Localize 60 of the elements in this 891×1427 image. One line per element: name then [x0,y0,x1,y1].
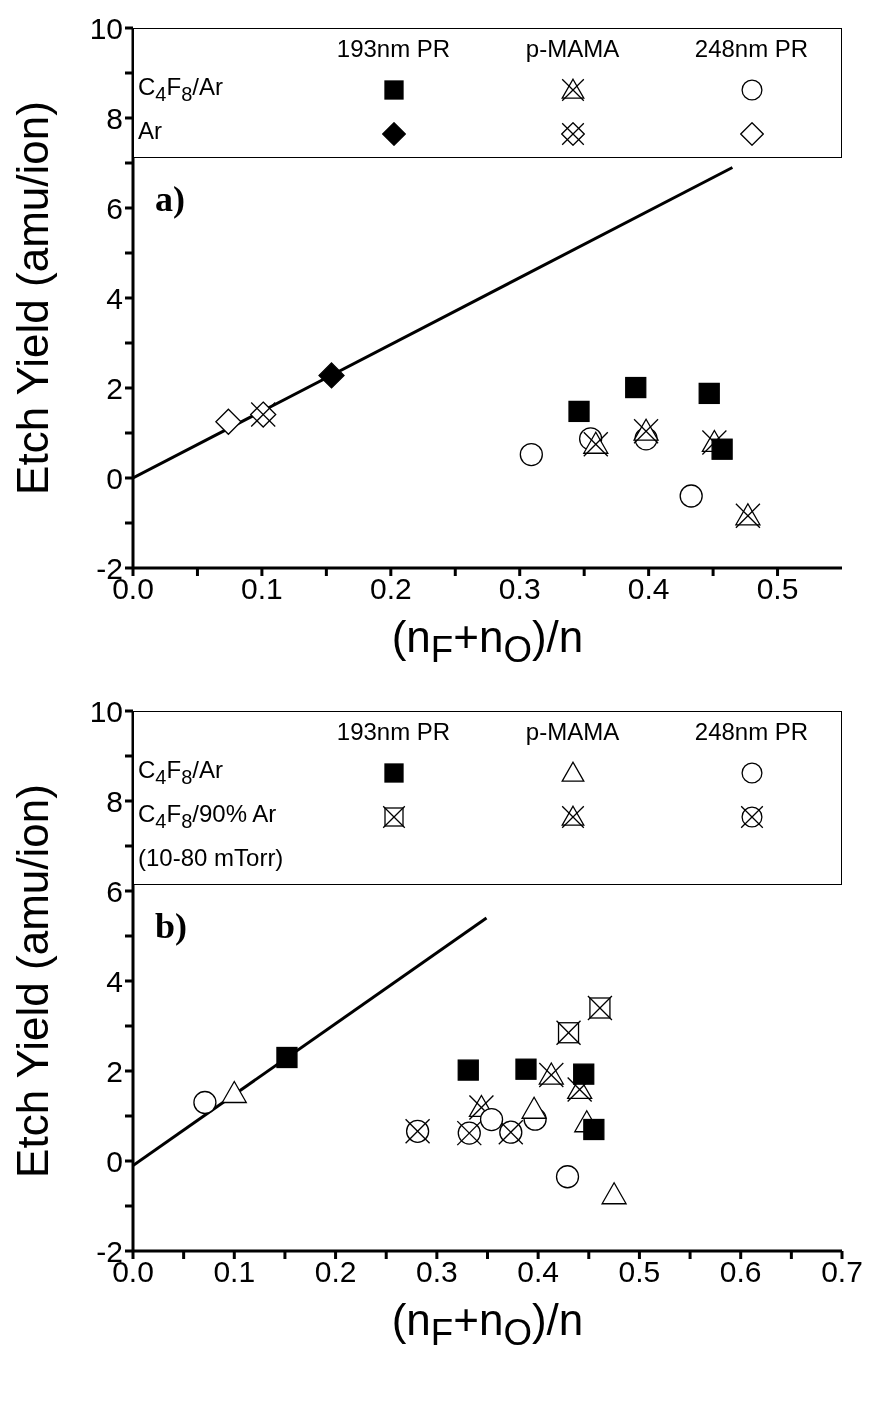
y-tick-label: 8 [106,784,123,818]
annotation: b) [155,904,188,947]
point [515,1058,537,1080]
annotation: p-MAMA [524,35,621,63]
y-tick-label: 10 [89,11,123,45]
annotation: C$_{4}$F$_{8}$/Ar [137,73,224,107]
point [601,1181,627,1205]
x-tick-label: 0.3 [416,1255,458,1289]
point [573,1063,595,1085]
y-tick-label: 8 [106,101,123,135]
annotation: 193nm PR [335,717,452,746]
annotation: (10-80 mTorr) [137,843,285,873]
annotation: a) [155,178,185,220]
point [583,1118,605,1140]
x-tick-label: 0.7 [821,1255,863,1289]
annotation: p-MAMA [524,717,621,746]
x-tick-label: 0.1 [241,572,283,606]
y-tick-label: 2 [106,371,123,405]
point [711,438,733,460]
point [555,1164,580,1189]
point [479,1107,504,1132]
y-tick-label: 6 [106,191,123,225]
point [276,1046,298,1068]
annotation: Ar [137,117,163,146]
y-tick-label: 4 [106,964,123,998]
annotation: C$_{4}$F$_{8}$/Ar [137,755,224,790]
y-tick-label: 6 [106,874,123,908]
x-tick-label: 0.4 [627,572,670,606]
y-tick-label: 0 [106,461,123,495]
x-tick-label: 0.2 [369,572,412,606]
x-tick-label: 0.6 [719,1255,762,1289]
y-tick-label: 2 [106,1054,123,1088]
annotation: 248nm PR [693,35,810,63]
x-tick-label: 0.5 [756,572,799,606]
y-axis-title: Etch Yield (amu/ion) [8,783,58,1178]
point [457,1059,479,1081]
y-axis-title: Etch Yield (amu/ion) [8,101,58,495]
annotation: 248nm PR [693,717,810,746]
x-axis-title: (n$_{F}$+n$_{O}$)/n [390,1294,585,1354]
y-tick-label: 10 [89,694,123,728]
x-tick-label: 0.1 [213,1255,256,1289]
x-tick-label: 0.2 [314,1255,357,1289]
point [318,362,345,389]
y-tick-label: 0 [106,1144,123,1178]
point [698,382,720,405]
point [193,1090,217,1114]
x-tick-label: 0.5 [618,1255,661,1289]
y-tick-label: 4 [106,281,123,315]
x-tick-label: 0.4 [517,1255,559,1289]
point [625,376,647,399]
point [568,400,590,423]
annotation: 193nm PR [335,35,452,63]
point [679,484,703,508]
point [215,408,242,435]
point [521,1096,547,1119]
x-tick-label: 0.3 [498,572,541,606]
annotation: C$_{4}$F$_{8}$/90% Ar [137,799,278,834]
x-axis-title: (n$_{F}$+n$_{O}$)/n [390,612,585,671]
point [519,442,543,467]
point [221,1080,247,1103]
